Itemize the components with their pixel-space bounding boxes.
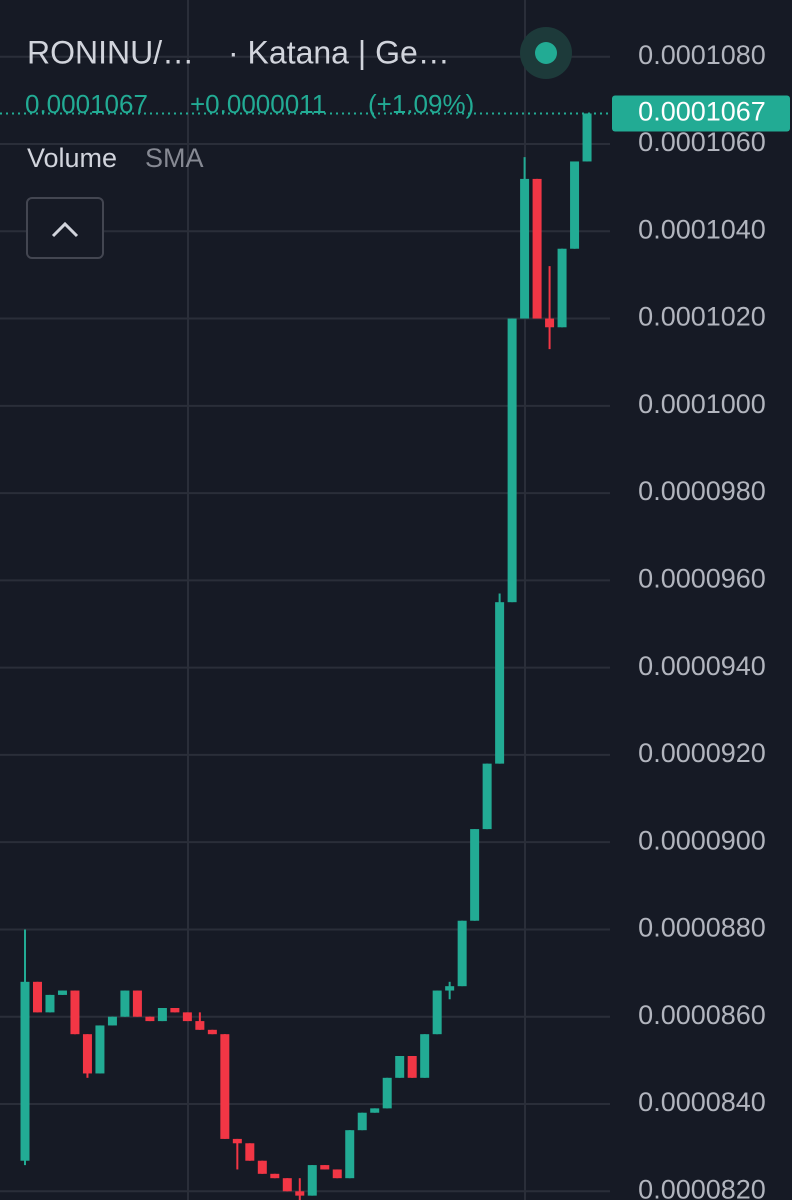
candle-body — [120, 990, 130, 1017]
status-dot — [535, 42, 557, 64]
candle-body — [370, 1108, 380, 1113]
candle-body — [357, 1112, 367, 1131]
candle-body — [245, 1143, 255, 1161]
candle-body — [420, 1034, 430, 1078]
candle-body — [445, 986, 455, 991]
candle-body — [220, 1034, 230, 1139]
candle-body — [520, 178, 530, 319]
y-tick-label: 0.0001060 — [638, 127, 766, 157]
candle-body — [232, 1138, 242, 1144]
candle-body — [407, 1056, 417, 1078]
candle-body — [157, 1008, 167, 1022]
candle-body — [57, 990, 67, 995]
candle-body — [257, 1160, 267, 1174]
y-tick-label: 0.0000880 — [638, 913, 766, 943]
candle-body — [545, 318, 555, 328]
candles — [0, 112, 612, 1200]
y-tick-label: 0.0000820 — [638, 1174, 766, 1200]
y-tick-label: 0.0000980 — [638, 476, 766, 506]
candle-body — [345, 1130, 355, 1179]
candle-body — [195, 1021, 205, 1030]
y-tick-label: 0.0001020 — [638, 302, 766, 332]
header: RONINU/… · Katana | Ge… 0.0001067 +0.000… — [25, 27, 572, 259]
candle-body — [32, 981, 42, 1013]
y-tick-label: 0.0000840 — [638, 1087, 766, 1117]
candle-body — [482, 763, 492, 830]
candle-body — [557, 248, 567, 328]
candle-body — [170, 1008, 180, 1013]
y-tick-label: 0.0000960 — [638, 563, 766, 593]
candle-body — [82, 1034, 92, 1074]
candle-body — [182, 1012, 192, 1022]
candle-body — [207, 1029, 217, 1035]
indicator-name: Volume — [27, 143, 117, 173]
candle-body — [432, 990, 442, 1035]
candle-body — [132, 990, 142, 1017]
y-tick-label: 0.0001000 — [638, 389, 766, 419]
candle-body — [107, 1016, 117, 1026]
candle-body — [582, 113, 592, 162]
price-axis: 0.0001080 0.0001060 0.0001040 0.0001020 0.00… — [610, 0, 792, 1200]
candle-body — [332, 1169, 342, 1179]
candle-body — [382, 1077, 392, 1109]
y-tick-label: 0.0001080 — [638, 40, 766, 70]
grid — [0, 55, 610, 1193]
last-price-label: 0.0001067 — [638, 97, 766, 127]
y-tick-label: 0.0000860 — [638, 1000, 766, 1030]
y-tick-label: 0.0001040 — [638, 214, 766, 244]
exchange: · Katana | Ge… — [228, 34, 450, 70]
candle-body — [570, 161, 580, 249]
last-price-tag — [612, 95, 790, 132]
candle-body — [495, 602, 505, 764]
chevron-icon — [51, 221, 79, 238]
candle-body — [20, 981, 30, 1161]
collapse-button[interactable] — [26, 197, 104, 259]
y-tick-label: 0.0000920 — [638, 738, 766, 768]
candle-body — [457, 920, 467, 987]
candle-body — [70, 990, 80, 1035]
candle-body — [532, 178, 542, 319]
candle-body — [320, 1165, 330, 1170]
axis-background — [610, 0, 792, 1200]
header-change: +0.0000011 — [190, 89, 326, 119]
header-change-pct: (+1.09%) — [368, 89, 474, 119]
candle-body — [470, 829, 480, 921]
candle-body — [270, 1173, 280, 1179]
candle-body — [307, 1165, 317, 1196]
candle-body — [282, 1178, 292, 1192]
indicator-setting: SMA — [145, 143, 204, 173]
candle-body — [95, 1025, 105, 1074]
y-tick-label: 0.0000900 — [638, 825, 766, 855]
symbol: RONINU/… — [27, 34, 194, 70]
y-tick-label: 0.0000940 — [638, 651, 766, 681]
candle-body — [145, 1016, 155, 1022]
header-price: 0.0001067 — [25, 89, 148, 119]
candle-body — [45, 994, 55, 1013]
candle-body — [295, 1191, 305, 1196]
candle-body — [507, 318, 517, 603]
candle-body — [395, 1056, 405, 1078]
